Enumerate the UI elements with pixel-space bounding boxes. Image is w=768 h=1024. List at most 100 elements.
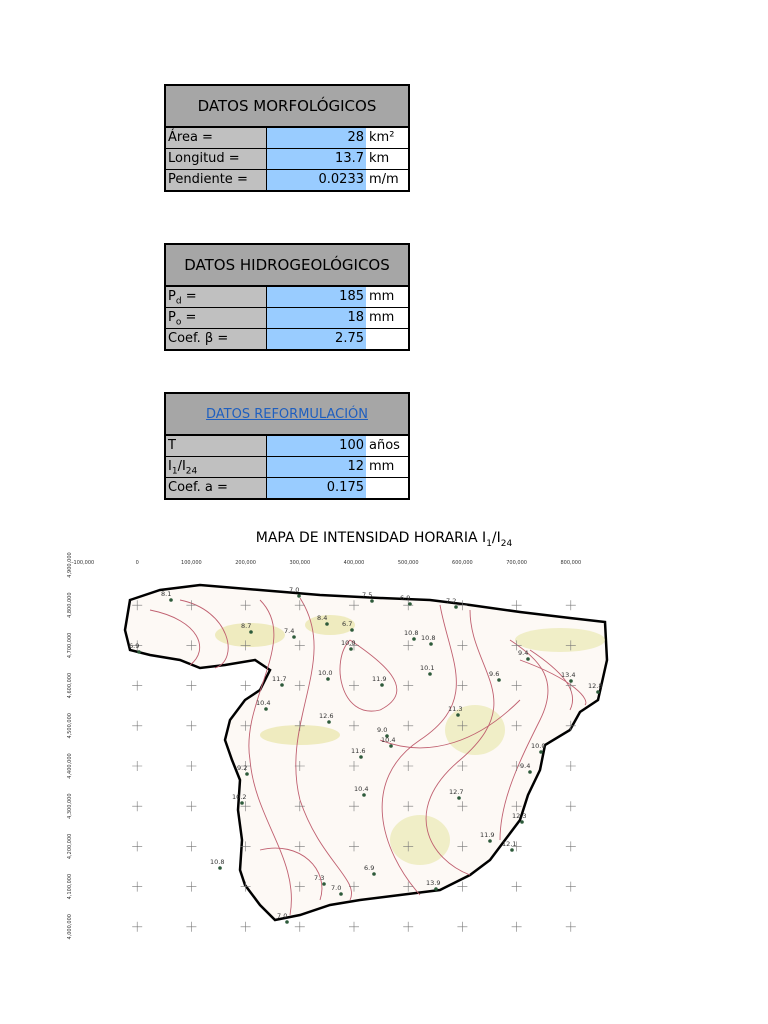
station-value: 11.7 xyxy=(272,675,286,683)
station-value: 8.4 xyxy=(317,614,327,622)
x-coord-label: 200,000 xyxy=(235,560,256,566)
x-coord-label: -100,000 xyxy=(72,560,94,566)
station-value: 7.0 xyxy=(277,912,287,920)
text: Longitud = xyxy=(168,151,240,166)
station-dot xyxy=(169,598,173,602)
text: Área = xyxy=(168,130,213,145)
map-title: MAPA DE INTENSIDAD HORARIA I1/I24 xyxy=(0,530,768,549)
station-dot xyxy=(240,801,244,805)
text: MAPA DE INTENSIDAD HORARIA I xyxy=(255,530,487,546)
station-dot xyxy=(264,707,268,711)
grid-cross xyxy=(403,881,414,892)
grid-cross xyxy=(186,881,197,892)
data-table: DATOS HIDROGEOLÓGICOS Pd = 185 mm Po = 18 mm Co… xyxy=(164,243,410,351)
link[interactable]: DATOS REFORMULACIÓN xyxy=(205,406,369,422)
grid-cross xyxy=(511,841,522,852)
station-value: 13.9 xyxy=(426,879,440,887)
unit: km xyxy=(369,151,390,166)
row-label: Pendiente = xyxy=(166,170,267,190)
row-label: Po = xyxy=(166,308,267,328)
unit: años xyxy=(369,438,400,453)
grid-cross xyxy=(186,600,197,611)
data-table: DATOS REFORMULACIÓN T 100 años I1/I24 12 mm Coe… xyxy=(164,392,410,500)
station-dot xyxy=(245,772,249,776)
grid-cross xyxy=(186,761,197,771)
station-dot xyxy=(362,793,366,797)
x-coord-label: 500,000 xyxy=(398,560,419,566)
row-unit: km² xyxy=(366,128,408,148)
grid-cross xyxy=(132,720,143,731)
row-value: 2.75 xyxy=(267,329,366,349)
grid-cross xyxy=(511,761,522,771)
station-value: 8.1 xyxy=(161,590,171,598)
station-dot xyxy=(539,750,543,754)
grid-cross xyxy=(511,720,522,731)
grid-cross xyxy=(132,600,143,611)
row-unit: mm xyxy=(366,287,408,307)
station-value: 8.7 xyxy=(241,622,251,630)
grid-cross xyxy=(565,801,576,812)
row-unit xyxy=(366,478,408,498)
grid-cross xyxy=(457,761,468,771)
subscript: 24 xyxy=(500,538,513,549)
text: I xyxy=(168,459,172,474)
station-dot xyxy=(488,839,492,843)
station-dot xyxy=(520,820,524,824)
grid-cross xyxy=(349,801,359,812)
row-value: 28 xyxy=(267,128,366,148)
station-dot xyxy=(510,848,514,852)
station-value: 10.2 xyxy=(232,793,246,801)
subscript: 1 xyxy=(486,538,492,549)
grid-cross xyxy=(132,921,143,932)
grid-cross xyxy=(240,801,251,812)
station-value: 12.1 xyxy=(502,840,516,848)
station-value: 10.0 xyxy=(531,742,545,750)
row-value: 13.7 xyxy=(267,149,366,169)
table-title: DATOS HIDROGEOLÓGICOS xyxy=(184,256,390,274)
row-label: Longitud = xyxy=(166,149,267,169)
row-label: Coef. β = xyxy=(166,329,267,349)
grid-cross xyxy=(240,720,251,731)
station-dot xyxy=(249,630,253,634)
station-dot xyxy=(380,683,384,687)
grid-cross xyxy=(132,761,143,771)
grid-cross xyxy=(457,600,468,611)
grid-cross xyxy=(186,720,197,731)
station-value: 9.2 xyxy=(237,764,247,772)
row-unit: años xyxy=(366,436,408,456)
grid-cross xyxy=(186,680,197,691)
station-value: 11.6 xyxy=(351,747,365,755)
grid-cross xyxy=(511,881,522,892)
row-unit xyxy=(366,329,408,349)
y-coord-label: 4,800,000 xyxy=(67,592,73,617)
station-value: 11.3 xyxy=(448,705,462,713)
table-row: T 100 años xyxy=(166,435,408,456)
station-dot xyxy=(218,866,222,870)
grid-cross xyxy=(349,881,359,892)
grid-cross xyxy=(186,921,197,932)
data-table: DATOS MORFOLÓGICOS Área = 28 km² Longitud = 1… xyxy=(164,84,410,192)
grid-cross xyxy=(457,640,468,651)
grid-cross xyxy=(565,720,576,731)
station-dot xyxy=(389,744,393,748)
row-value: 0.0233 xyxy=(267,170,366,190)
station-value: 10.4 xyxy=(354,785,368,793)
row-label: T xyxy=(166,436,267,456)
grid-cross xyxy=(511,600,522,611)
table-title: DATOS MORFOLÓGICOS xyxy=(197,97,377,115)
grid-cross xyxy=(457,801,468,812)
x-coord-label: 300,000 xyxy=(289,560,310,566)
station-dot xyxy=(429,642,433,646)
grid-cross xyxy=(240,881,251,892)
station-value: 10.4 xyxy=(256,699,270,707)
grid-cross xyxy=(132,881,143,892)
row-value: 100 xyxy=(267,436,366,456)
station-dot xyxy=(325,622,329,626)
station-value: 7.5 xyxy=(362,591,372,599)
grid-cross xyxy=(457,720,468,731)
text: P xyxy=(168,310,176,325)
subscript: o xyxy=(175,317,182,328)
grid-cross xyxy=(294,761,305,771)
station-dot xyxy=(372,872,376,876)
